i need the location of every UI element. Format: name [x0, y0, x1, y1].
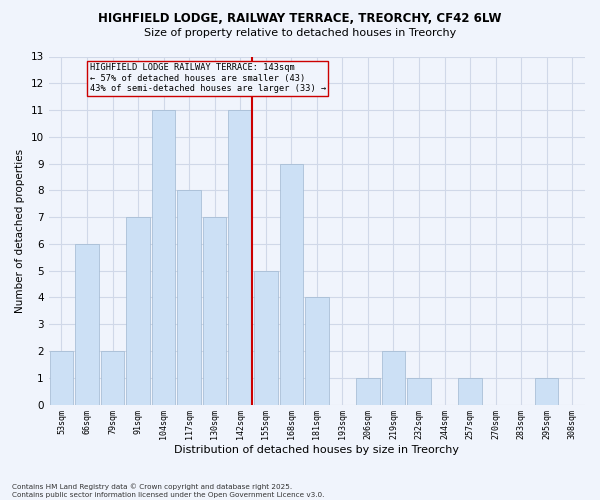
Text: Size of property relative to detached houses in Treorchy: Size of property relative to detached ho…	[144, 28, 456, 38]
Bar	[178, 190, 201, 404]
X-axis label: Distribution of detached houses by size in Treorchy: Distribution of detached houses by size …	[175, 445, 460, 455]
Bar	[229, 110, 252, 405]
Text: HIGHFIELD LODGE RAILWAY TERRACE: 143sqm
← 57% of detached houses are smaller (43: HIGHFIELD LODGE RAILWAY TERRACE: 143sqm …	[89, 63, 326, 93]
Bar	[254, 270, 278, 404]
Bar	[356, 378, 380, 404]
Bar	[382, 351, 405, 405]
Bar	[127, 217, 150, 404]
Bar	[75, 244, 99, 404]
Bar	[305, 298, 329, 405]
Bar	[407, 378, 431, 404]
Bar	[458, 378, 482, 404]
Bar	[50, 351, 73, 405]
Bar	[535, 378, 559, 404]
Bar	[101, 351, 124, 405]
Bar	[203, 217, 226, 404]
Bar	[152, 110, 175, 405]
Y-axis label: Number of detached properties: Number of detached properties	[15, 148, 25, 312]
Bar	[280, 164, 303, 404]
Text: Contains HM Land Registry data © Crown copyright and database right 2025.
Contai: Contains HM Land Registry data © Crown c…	[12, 484, 325, 498]
Text: HIGHFIELD LODGE, RAILWAY TERRACE, TREORCHY, CF42 6LW: HIGHFIELD LODGE, RAILWAY TERRACE, TREORC…	[98, 12, 502, 26]
